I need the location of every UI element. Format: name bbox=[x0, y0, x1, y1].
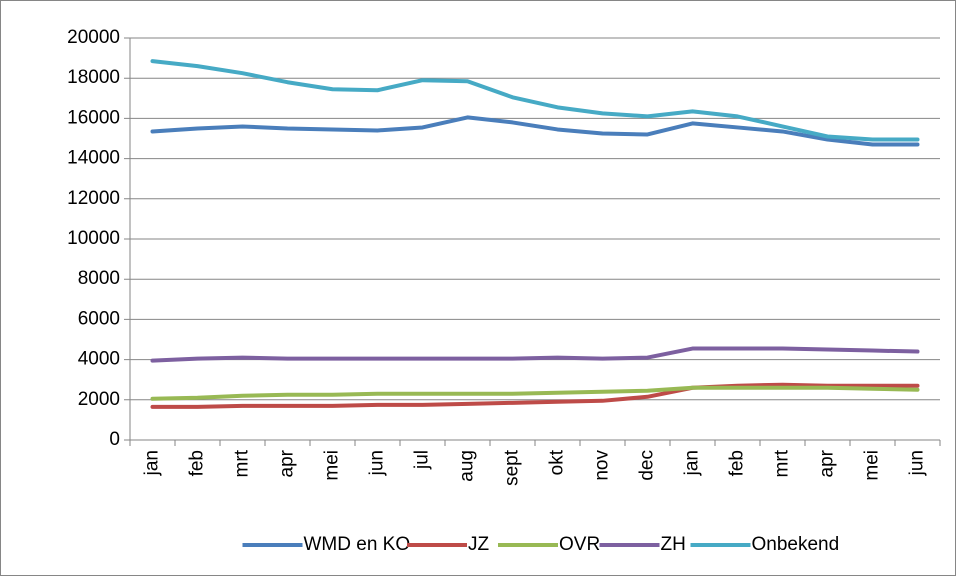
y-tick-label: 0 bbox=[109, 429, 120, 450]
x-tick-label: apr bbox=[277, 449, 298, 477]
x-tick-label: aug bbox=[457, 450, 478, 482]
x-tick-label: jun bbox=[367, 450, 388, 476]
series-line bbox=[150, 346, 920, 363]
legend-label: WMD en KO bbox=[304, 534, 411, 555]
legend-label: Onbekend bbox=[752, 534, 840, 555]
y-tick-label: 2000 bbox=[78, 389, 120, 410]
x-tick-label: apr bbox=[817, 449, 838, 477]
x-tick-label: mei bbox=[862, 450, 883, 481]
y-tick-label: 16000 bbox=[67, 107, 120, 128]
x-tick-label: jun bbox=[907, 450, 928, 476]
y-tick-label: 12000 bbox=[67, 188, 120, 209]
legend-label: ZH bbox=[661, 534, 686, 555]
legend-label: OVR bbox=[559, 534, 600, 555]
x-tick-label: jul bbox=[412, 450, 433, 470]
x-tick-label: sept bbox=[502, 449, 523, 486]
x-tick-label: jan bbox=[142, 450, 163, 476]
x-tick-label: nov bbox=[592, 450, 613, 481]
x-tick-label: mei bbox=[322, 450, 343, 481]
x-tick-label: okt bbox=[547, 449, 568, 475]
series-line bbox=[150, 59, 920, 142]
y-tick-label: 4000 bbox=[78, 349, 120, 370]
legend-label: JZ bbox=[468, 534, 490, 555]
series-line bbox=[150, 115, 920, 147]
x-tick-label: jan bbox=[682, 450, 703, 476]
y-tick-label: 6000 bbox=[78, 308, 120, 329]
y-tick-label: 8000 bbox=[78, 268, 120, 289]
x-tick-label: mrt bbox=[232, 449, 253, 477]
series-line bbox=[150, 382, 920, 409]
x-tick-label: feb bbox=[727, 450, 748, 476]
y-tick-label: 10000 bbox=[67, 228, 120, 249]
y-tick-label: 20000 bbox=[67, 27, 120, 48]
x-tick-label: dec bbox=[637, 450, 658, 481]
y-tick-label: 18000 bbox=[67, 67, 120, 88]
x-tick-label: mrt bbox=[772, 449, 793, 477]
x-tick-label: feb bbox=[187, 450, 208, 476]
series-line bbox=[150, 385, 920, 401]
y-tick-label: 14000 bbox=[67, 148, 120, 169]
